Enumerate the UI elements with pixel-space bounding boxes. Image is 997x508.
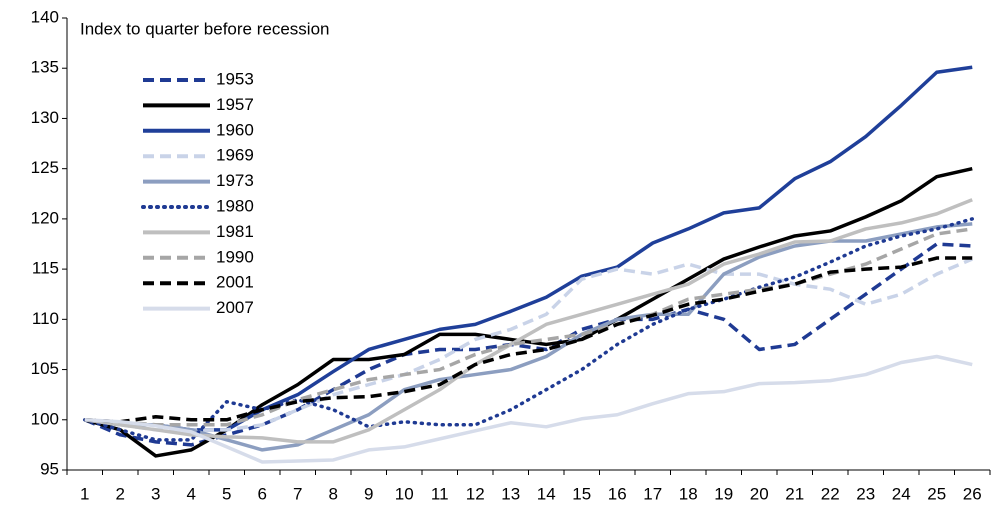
x-tick-label: 15 xyxy=(572,484,591,503)
chart-title: Index to quarter before recession xyxy=(80,19,329,38)
legend-label: 1973 xyxy=(216,171,254,190)
x-tick-label: 3 xyxy=(151,484,160,503)
x-tick-label: 6 xyxy=(258,484,267,503)
legend-label: 1990 xyxy=(216,247,254,266)
y-tick-label: 100 xyxy=(31,409,59,428)
x-tick-label: 24 xyxy=(892,484,911,503)
y-tick-label: 130 xyxy=(31,108,59,127)
legend-label: 1981 xyxy=(216,222,254,241)
series-line xyxy=(83,217,974,442)
x-tick-label: 8 xyxy=(329,484,338,503)
x-tick-label: 25 xyxy=(927,484,946,503)
y-tick-label: 115 xyxy=(32,259,59,278)
x-tick-label: 18 xyxy=(679,484,698,503)
x-tick-label: 4 xyxy=(187,484,196,503)
y-tick-label: 140 xyxy=(31,7,59,26)
legend-label: 1969 xyxy=(216,146,254,165)
x-tick-label: 21 xyxy=(785,484,804,503)
x-tick-label: 22 xyxy=(821,484,840,503)
x-tick-label: 13 xyxy=(501,484,520,503)
legend-label: 1960 xyxy=(216,120,254,139)
x-tick-label: 14 xyxy=(537,484,556,503)
x-tick-label: 17 xyxy=(643,484,662,503)
x-tick-label: 12 xyxy=(466,484,485,503)
legend-label: 1953 xyxy=(216,69,254,88)
y-tick-label: 135 xyxy=(31,58,59,77)
x-tick-label: 26 xyxy=(963,484,982,503)
legend-label: 1980 xyxy=(216,196,254,215)
x-tick-label: 10 xyxy=(395,484,414,503)
x-tick-label: 16 xyxy=(608,484,627,503)
series-line xyxy=(84,65,973,432)
series-line xyxy=(84,198,973,444)
legend-label: 1957 xyxy=(216,95,254,114)
series-line xyxy=(84,242,973,447)
x-tick-label: 5 xyxy=(222,484,231,503)
series-line xyxy=(84,257,973,432)
x-tick-label: 19 xyxy=(714,484,733,503)
x-tick-label: 2 xyxy=(116,484,125,503)
series-line xyxy=(84,354,973,464)
legend-label: 2001 xyxy=(216,273,254,292)
legend-label: 2007 xyxy=(216,298,254,317)
y-tick-label: 105 xyxy=(31,359,59,378)
x-tick-label: 9 xyxy=(364,484,373,503)
x-tick-label: 7 xyxy=(293,484,302,503)
y-tick-label: 110 xyxy=(32,309,59,328)
y-tick-label: 125 xyxy=(31,158,59,177)
y-tick-label: 120 xyxy=(31,208,59,227)
x-tick-label: 23 xyxy=(856,484,875,503)
x-tick-label: 1 xyxy=(80,484,89,503)
x-tick-label: 11 xyxy=(431,484,449,503)
y-tick-label: 95 xyxy=(40,459,59,478)
x-tick-label: 20 xyxy=(750,484,769,503)
